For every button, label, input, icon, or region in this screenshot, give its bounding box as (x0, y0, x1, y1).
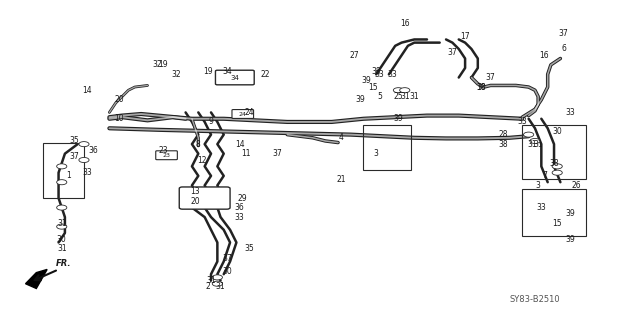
Text: 34: 34 (222, 67, 232, 76)
Circle shape (552, 164, 562, 169)
Text: 4: 4 (339, 133, 344, 142)
Text: 35: 35 (244, 244, 254, 253)
Text: 19: 19 (159, 60, 168, 69)
FancyBboxPatch shape (156, 151, 177, 160)
Text: 27: 27 (349, 51, 359, 60)
Text: 23: 23 (163, 153, 170, 158)
Text: 33: 33 (375, 70, 384, 79)
Text: 28: 28 (498, 130, 508, 139)
Text: 35: 35 (70, 136, 79, 146)
Text: 3: 3 (536, 181, 540, 190)
FancyBboxPatch shape (232, 109, 253, 118)
Text: 37: 37 (486, 73, 495, 82)
Circle shape (79, 142, 89, 147)
FancyBboxPatch shape (216, 70, 254, 85)
Text: 25: 25 (394, 92, 403, 101)
Text: 36: 36 (235, 203, 244, 212)
Circle shape (530, 139, 540, 143)
Text: 33: 33 (565, 108, 575, 117)
Circle shape (57, 180, 67, 185)
Text: 37: 37 (222, 254, 232, 263)
Text: 31: 31 (410, 92, 419, 101)
Text: 31: 31 (400, 92, 410, 101)
Text: 15: 15 (368, 83, 378, 92)
Text: 12: 12 (197, 156, 206, 164)
Text: 31: 31 (216, 282, 225, 292)
Text: 1: 1 (66, 172, 70, 180)
Text: 31: 31 (57, 244, 66, 253)
Circle shape (57, 205, 67, 210)
Text: 38: 38 (498, 140, 508, 148)
Text: 13: 13 (190, 187, 200, 196)
Text: SY83-B2510: SY83-B2510 (510, 295, 560, 304)
Text: 16: 16 (400, 19, 410, 28)
Text: 24: 24 (244, 108, 254, 117)
Circle shape (399, 88, 410, 93)
Text: 7: 7 (542, 172, 547, 180)
Text: 32: 32 (152, 60, 162, 69)
Text: 22: 22 (260, 70, 270, 79)
Text: 23: 23 (159, 146, 168, 155)
Circle shape (57, 164, 67, 169)
Text: 32: 32 (171, 70, 181, 79)
Text: 38: 38 (371, 67, 381, 76)
Text: 15: 15 (553, 219, 562, 228)
Text: 34: 34 (230, 75, 239, 81)
Text: FR.: FR. (56, 259, 71, 268)
Text: 39: 39 (355, 95, 365, 104)
Circle shape (552, 170, 562, 175)
Text: 17: 17 (460, 32, 470, 41)
Circle shape (79, 157, 89, 163)
Text: 21: 21 (336, 174, 346, 184)
Text: 37: 37 (70, 152, 79, 161)
Text: 33: 33 (82, 168, 92, 177)
Text: 31: 31 (527, 140, 537, 148)
Text: 37: 37 (559, 28, 568, 38)
Text: 14: 14 (82, 86, 92, 95)
Text: 3: 3 (374, 149, 378, 158)
Text: 11: 11 (241, 149, 251, 158)
Text: 31: 31 (533, 140, 543, 148)
Text: 37: 37 (447, 48, 457, 57)
Text: 39: 39 (565, 235, 575, 244)
Text: 37: 37 (273, 149, 283, 158)
Text: 30: 30 (476, 83, 486, 92)
Polygon shape (26, 269, 47, 288)
FancyBboxPatch shape (179, 187, 230, 209)
Text: 39: 39 (565, 209, 575, 219)
Text: 30: 30 (57, 235, 66, 244)
Circle shape (212, 281, 223, 286)
Text: 38: 38 (549, 159, 559, 168)
Text: 33: 33 (537, 203, 546, 212)
Text: 31: 31 (57, 219, 66, 228)
Text: 6: 6 (561, 44, 566, 53)
Text: 5: 5 (377, 92, 382, 101)
Text: 39: 39 (362, 76, 371, 85)
Circle shape (57, 224, 67, 229)
Text: 33: 33 (517, 117, 527, 126)
Text: 10: 10 (114, 114, 124, 123)
Text: 39: 39 (394, 114, 403, 123)
Text: 33: 33 (387, 70, 397, 79)
Text: 20: 20 (114, 95, 124, 104)
Text: 31: 31 (206, 276, 216, 285)
Circle shape (524, 132, 534, 137)
Text: 36: 36 (89, 146, 98, 155)
Text: 20: 20 (190, 197, 200, 206)
Text: 33: 33 (235, 212, 244, 222)
Text: 30: 30 (222, 267, 232, 276)
Text: 18: 18 (476, 83, 486, 92)
Text: 30: 30 (553, 127, 562, 136)
Text: 19: 19 (203, 67, 212, 76)
Text: 16: 16 (540, 51, 549, 60)
Circle shape (212, 275, 223, 280)
Text: 26: 26 (572, 181, 581, 190)
Text: 24: 24 (239, 111, 247, 116)
Text: 14: 14 (235, 140, 244, 148)
Text: 29: 29 (238, 194, 248, 203)
Text: 2: 2 (205, 282, 210, 292)
Text: 9: 9 (209, 117, 214, 126)
Circle shape (393, 88, 403, 93)
Text: 8: 8 (196, 140, 201, 148)
